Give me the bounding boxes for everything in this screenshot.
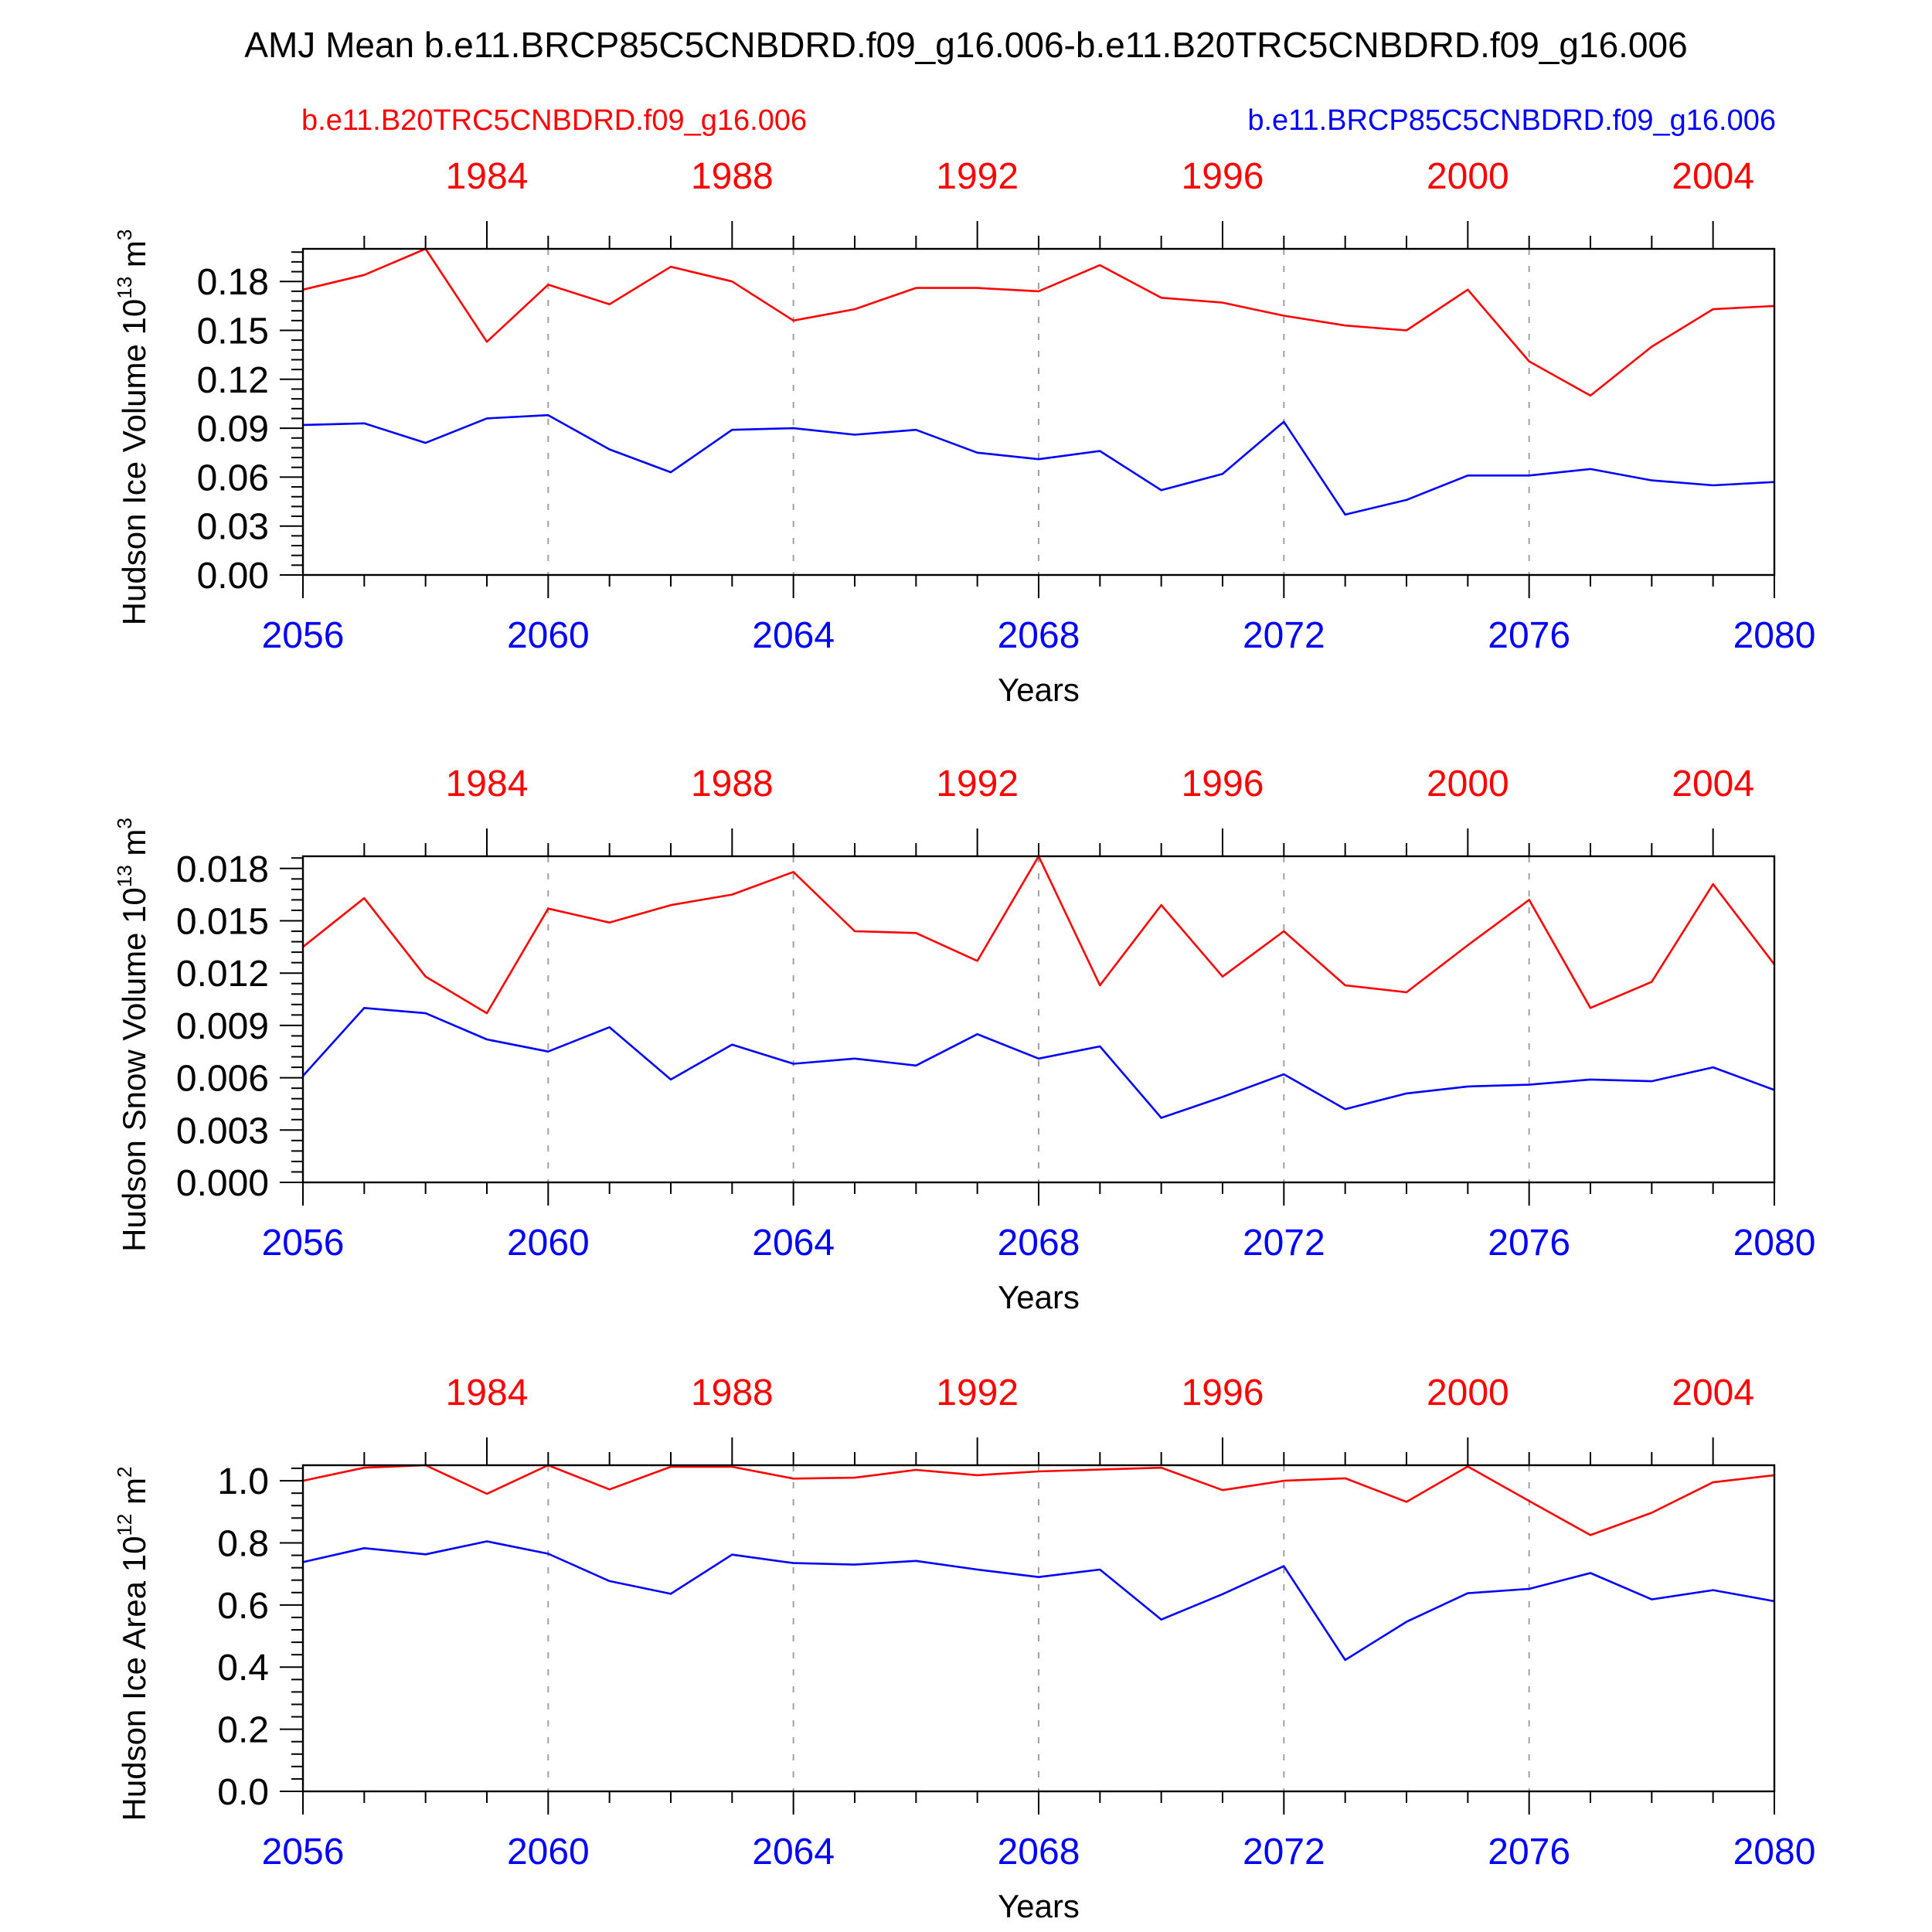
top-x-tick-label: 1996 <box>1182 156 1264 197</box>
x-axis-label: Years <box>998 672 1080 708</box>
x-axis-label: Years <box>998 1888 1080 1924</box>
y-axis-label: Hudson Ice Volume 1013 m3 <box>113 230 152 626</box>
y-tick-label: 0.15 <box>197 311 269 352</box>
top-x-tick-label: 2000 <box>1427 1372 1509 1413</box>
y-tick-label: 0.003 <box>176 1111 269 1151</box>
y-tick-label: 0.2 <box>217 1710 269 1751</box>
x-tick-label: 2064 <box>752 615 835 656</box>
x-tick-label: 2080 <box>1733 1832 1816 1872</box>
top-x-tick-label: 1992 <box>936 156 1019 197</box>
top-x-tick-label: 2004 <box>1672 1372 1754 1413</box>
x-tick-label: 2056 <box>262 1223 345 1264</box>
x-tick-label: 2076 <box>1488 1832 1570 1872</box>
y-axis-label-unit-exponent: 3 <box>113 230 136 240</box>
y-axis-label-exponent: 12 <box>113 1514 136 1536</box>
y-tick-label: 0.09 <box>197 409 269 450</box>
top-x-tick-label: 2000 <box>1427 764 1509 804</box>
y-tick-label: 0.06 <box>197 457 269 498</box>
y-axis-label: Hudson Snow Volume 1013 m3 <box>113 818 152 1252</box>
top-x-tick-label: 2004 <box>1672 156 1754 197</box>
y-axis-label-unit-exponent: 3 <box>113 818 136 828</box>
x-axis-label: Years <box>998 1279 1080 1315</box>
y-axis-label-text: Hudson Ice Area 10 <box>116 1536 152 1821</box>
y-axis-label-unit: m <box>116 240 152 277</box>
x-tick-label: 2068 <box>998 1223 1080 1264</box>
y-tick-label: 0.015 <box>176 901 269 942</box>
future-series-line <box>302 1007 1775 1119</box>
x-tick-label: 2064 <box>752 1223 835 1264</box>
x-tick-label: 2072 <box>1243 615 1325 656</box>
y-tick-label: 0.18 <box>197 262 269 303</box>
y-axis-label-exponent: 13 <box>113 865 136 887</box>
panel-1: 2056 2060 2064 2068 2072 2076 2080 Years 1984 198… <box>113 156 1815 708</box>
top-x-tick-label: 2004 <box>1672 764 1754 804</box>
x-tick-label: 2056 <box>262 615 345 656</box>
y-tick-label: 1.0 <box>217 1461 269 1502</box>
x-tick-label: 2072 <box>1243 1832 1325 1872</box>
y-tick-label: 0.018 <box>176 849 269 890</box>
y-tick-label: 0.8 <box>217 1523 269 1564</box>
y-tick-label: 0.009 <box>176 1006 269 1047</box>
x-tick-label: 2080 <box>1733 615 1816 656</box>
y-tick-label: 0.000 <box>176 1163 269 1204</box>
panel-3: 2056 2060 2064 2068 2072 2076 2080 Years 1984 198… <box>113 1372 1815 1924</box>
future-series-line <box>302 1540 1775 1662</box>
historical-run-label: b.e11.B20TRC5CNBDRD.f09_g16.006 <box>301 104 807 137</box>
y-axis-label-text: Hudson Ice Volume 10 <box>116 299 152 626</box>
top-x-tick-label: 1992 <box>936 764 1019 804</box>
top-x-tick-label: 2000 <box>1427 156 1509 197</box>
top-x-tick-label: 1984 <box>446 1372 529 1413</box>
x-tick-label: 2068 <box>998 1832 1080 1872</box>
x-tick-label: 2064 <box>752 1832 835 1872</box>
y-axis-label-unit: m <box>116 1478 152 1514</box>
y-tick-label: 0.12 <box>197 360 269 401</box>
panel-2: 2056 2060 2064 2068 2072 2076 2080 Years 1984 198… <box>113 764 1815 1315</box>
x-tick-label: 2060 <box>507 1223 590 1264</box>
y-axis-label-text: Hudson Snow Volume 10 <box>116 887 152 1252</box>
x-tick-label: 2076 <box>1488 615 1570 656</box>
y-tick-label: 0.00 <box>197 556 269 597</box>
top-x-tick-label: 1988 <box>691 1372 774 1413</box>
top-x-tick-label: 1992 <box>936 1372 1019 1413</box>
x-tick-label: 2060 <box>507 615 590 656</box>
x-tick-label: 2068 <box>998 615 1080 656</box>
y-tick-label: 0.0 <box>217 1772 269 1813</box>
y-axis-label-exponent: 13 <box>113 277 136 299</box>
y-tick-label: 0.006 <box>176 1059 269 1100</box>
x-tick-label: 2076 <box>1488 1223 1570 1264</box>
historical-series-line <box>302 247 1775 397</box>
future-run-label: b.e11.BRCP85C5CNBDRD.f09_g16.006 <box>1247 104 1776 137</box>
top-x-tick-label: 1984 <box>446 764 529 804</box>
x-tick-label: 2080 <box>1733 1223 1816 1264</box>
top-x-tick-label: 1988 <box>691 764 774 804</box>
y-axis-label-unit-exponent: 2 <box>113 1467 136 1478</box>
historical-series-line <box>302 855 1776 1015</box>
y-tick-label: 0.012 <box>176 954 269 995</box>
y-tick-label: 0.4 <box>217 1648 269 1689</box>
x-tick-label: 2056 <box>262 1832 345 1872</box>
y-axis-label-unit: m <box>116 829 152 866</box>
y-tick-label: 0.03 <box>197 507 269 548</box>
y-tick-label: 0.6 <box>217 1586 269 1627</box>
top-x-tick-label: 1996 <box>1182 1372 1264 1413</box>
future-series-line <box>302 413 1775 516</box>
top-x-tick-label: 1988 <box>691 156 774 197</box>
top-x-tick-label: 1984 <box>446 156 529 197</box>
figure-title: AMJ Mean b.e11.BRCP85C5CNBDRD.f09_g16.00… <box>244 25 1687 65</box>
chart-panels: 2056 2060 2064 2068 2072 2076 2080 Years 1984 198… <box>113 156 1815 1924</box>
y-axis-label: Hudson Ice Area 1012 m2 <box>113 1467 152 1821</box>
x-tick-label: 2060 <box>507 1832 590 1872</box>
top-x-tick-label: 1996 <box>1182 764 1264 804</box>
x-tick-label: 2072 <box>1243 1223 1325 1264</box>
